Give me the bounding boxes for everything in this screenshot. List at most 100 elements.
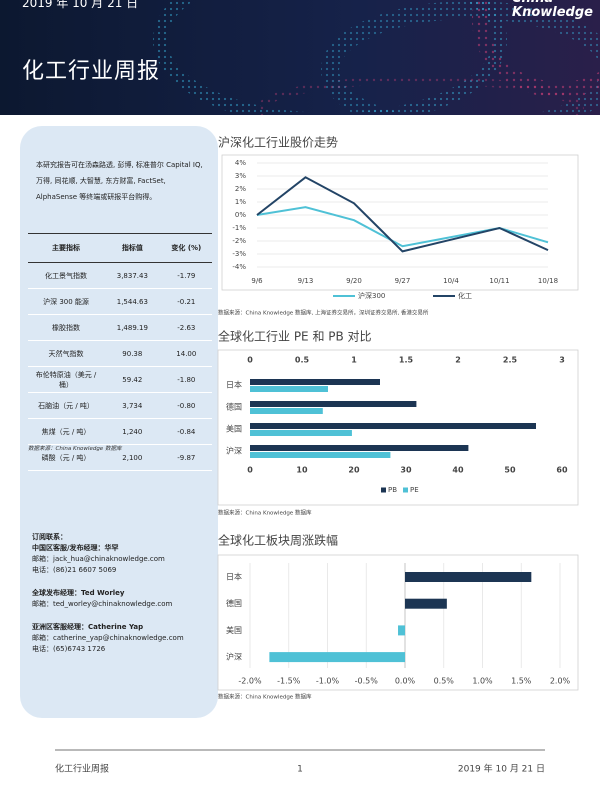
- x-tick-label: 3: [559, 356, 565, 365]
- legend-swatch: [381, 487, 386, 493]
- x-tick-label: -1.5%: [277, 677, 301, 686]
- bar: [250, 408, 323, 414]
- line-series: [256, 206, 549, 248]
- legend-label: 沪深300: [358, 291, 385, 300]
- x-tick-label: 0: [247, 356, 253, 365]
- y-tick-label: -1%: [232, 224, 246, 232]
- x-tick-label: 0.5%: [434, 677, 455, 686]
- x-tick-label: 9/13: [298, 277, 314, 285]
- category-label: 沪深: [226, 652, 242, 662]
- table-cell: -2.63: [160, 314, 212, 341]
- bar: [398, 625, 405, 636]
- y-tick-label: -4%: [232, 263, 246, 271]
- report-title: 化工行业周报: [22, 59, 161, 84]
- table-row: 布伦特原油（美元 / 桶） 59.42 -1.80: [28, 366, 212, 393]
- y-tick-label: 4%: [235, 159, 246, 167]
- x-tick-label: 1.0%: [472, 677, 493, 686]
- table-row: 焦煤（元 / 吨） 1,240 -0.84: [28, 418, 212, 445]
- bar: [269, 652, 405, 663]
- x-tick-label: 10/11: [489, 277, 509, 285]
- x-tick-label: 2: [455, 356, 461, 365]
- table-header-cell: 变化 (%): [160, 233, 212, 263]
- x-tick-label: -0.5%: [355, 677, 379, 686]
- contact-line: 电话：(86)21 6607 5069: [32, 566, 117, 574]
- table-row: 化工景气指数 3,837.43 -1.79: [28, 262, 212, 289]
- x-tick-label: 20: [348, 466, 360, 475]
- table-cell: -0.84: [160, 418, 212, 445]
- table-cell: 化工景气指数: [28, 262, 104, 289]
- x-tick-label: 0: [247, 466, 253, 475]
- x-tick-label: 10/4: [443, 277, 459, 285]
- chart-title: 全球化工板块周涨跌幅: [218, 533, 338, 548]
- y-tick-label: -3%: [232, 250, 246, 258]
- contact-title: 中国区客服/发布经理：华罕: [32, 544, 119, 552]
- logo: China Knowledge: [512, 0, 593, 20]
- contact-line: 邮箱：ted_worley@chinaknowledge.com: [32, 600, 173, 608]
- intro-text: 本研究报告可在汤森路透, 彭博, 标准普尔 Capital IQ, 万得, 同花…: [36, 161, 203, 201]
- table-cell: 3,734: [104, 392, 161, 419]
- table-cell: 沪深 300 能源: [28, 288, 104, 315]
- table-cell: -1.79: [160, 262, 212, 289]
- chart-frame: [217, 349, 579, 506]
- bar: [250, 445, 469, 451]
- x-tick-label: 50: [504, 466, 516, 475]
- x-tick-label: 1.5%: [511, 677, 532, 686]
- footer-page: 1: [297, 765, 303, 775]
- x-tick-label: 10: [296, 466, 308, 475]
- y-tick-label: -2%: [232, 237, 246, 245]
- table-cell: -1.80: [160, 366, 212, 393]
- table-header-cell: 主要指标: [28, 233, 104, 263]
- table-cell: -0.80: [160, 392, 212, 419]
- x-tick-label: 0.0%: [395, 677, 416, 686]
- table-cell: 磷酸（元 / 吨）: [28, 444, 104, 471]
- contact-line: 电话：(65)6743 1726: [32, 645, 106, 653]
- table-cell: 90.38: [104, 340, 161, 367]
- category-label: 美国: [226, 424, 242, 434]
- contact-line: 邮箱：jack_hua@chinaknowledge.com: [32, 555, 165, 563]
- bar: [250, 452, 391, 458]
- chart-source: 数据来源：China Knowledge 数据库: [218, 693, 312, 701]
- chart-frame: [217, 554, 579, 691]
- table-cell: 2,100: [104, 444, 161, 471]
- contact-line: 邮箱：catherine_yap@chinaknowledge.com: [32, 634, 184, 642]
- category-label: 沪深: [226, 446, 242, 456]
- chart-title: 全球化工行业 PE 和 PB 对比: [218, 329, 372, 344]
- contacts-heading: 订阅联系：: [32, 533, 67, 541]
- x-tick-label: 30: [400, 466, 412, 475]
- x-tick-label: 2.5: [503, 356, 518, 365]
- report-date: 2019 年 10 月 21 日: [22, 0, 139, 10]
- table-cell: 橡胶指数: [28, 314, 104, 341]
- category-label: 美国: [226, 625, 242, 635]
- indicator-table: 主要指标 指标值 变化 (%) 化工景气指数 3,837.43 -1.79 沪深 300 能…: [28, 233, 212, 471]
- x-tick-label: 9/6: [251, 277, 263, 285]
- chart-title: 沪深化工行业股价走势: [218, 136, 338, 150]
- chart-source: 数据来源：China Knowledge 数据库, 上海证券交易所，深圳证券交易…: [218, 309, 429, 317]
- y-tick-label: 0%: [235, 211, 246, 219]
- chart-source: 数据来源：China Knowledge 数据库: [218, 509, 312, 517]
- legend-label: 化工: [458, 291, 472, 300]
- table-cell: -0.21: [160, 288, 212, 315]
- bar: [250, 423, 536, 429]
- bar: [250, 430, 352, 436]
- x-tick-label: 10/18: [538, 277, 558, 285]
- table-cell: 1,544.63: [104, 288, 161, 315]
- x-tick-label: 9/20: [346, 277, 362, 285]
- line-series: [256, 176, 549, 253]
- legend-swatch: [403, 487, 408, 493]
- chart-frame: [221, 154, 579, 291]
- footer-left: 化工行业周报: [55, 763, 109, 775]
- x-tick-label: 1.5: [399, 356, 414, 365]
- header-banner: [0, 0, 600, 115]
- bar: [405, 572, 532, 582]
- table-row: 沪深 300 能源 1,544.63 -0.21: [28, 288, 212, 315]
- table-cell: 石脑油（元 / 吨）: [28, 392, 104, 419]
- x-tick-label: 0.5: [295, 356, 310, 365]
- legend-label: PE: [410, 486, 419, 494]
- table-cell: -9.87: [160, 444, 212, 471]
- category-label: 日本: [226, 380, 242, 390]
- table-cell: 1,240: [104, 418, 161, 445]
- bar: [250, 386, 328, 392]
- table-source: 数据来源：China Knowledge 数据库: [28, 446, 122, 452]
- category-label: 德国: [226, 598, 242, 608]
